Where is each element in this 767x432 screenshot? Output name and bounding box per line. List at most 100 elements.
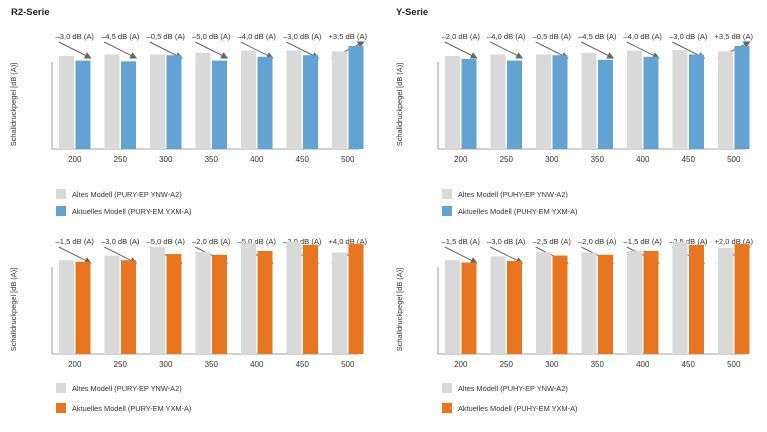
bar-current-model [461, 59, 477, 149]
legend-old: Altes Modell (PUHY-EP YNW-A2) [442, 382, 568, 394]
bar-current-model [257, 250, 273, 354]
x-tick-label: 350 [591, 155, 605, 164]
bar-current-model [689, 244, 704, 354]
change-label: –2,5 dB (A) [669, 237, 708, 246]
legend-new: Aktuelles Modell (PUHY-EM YXM-A) [442, 402, 578, 414]
change-label: –4,5 dB (A) [578, 32, 617, 41]
bar-old-model [672, 241, 688, 354]
y-axis-label: Schalldruckpegel [dB (A)] [395, 63, 404, 146]
arrow-down-icon [240, 41, 274, 59]
legend-old-swatch [56, 189, 66, 199]
arrow-down-icon [104, 41, 138, 59]
bar-old-model [490, 54, 506, 149]
bar-current-model [348, 244, 364, 354]
change-label: –4,0 dB (A) [238, 32, 277, 41]
bar-current-model [507, 60, 522, 149]
bar-old-model [150, 247, 165, 354]
bar-old-model [195, 52, 211, 149]
bar-current-model [166, 254, 182, 354]
bar-current-model [166, 55, 182, 149]
arrow-down-icon [490, 41, 524, 59]
bar-current-model [507, 260, 522, 354]
bar-old-model [59, 55, 74, 150]
x-tick-label: 500 [727, 360, 741, 369]
change-label: –3,0 dB (A) [669, 32, 708, 41]
change-label: –4,0 dB (A) [624, 32, 663, 41]
bar-current-model [212, 254, 227, 354]
y-axis-label: Schalldruckpegel [dB (A)] [9, 268, 18, 351]
legend-old: Altes Modell (PUHY-EP YNW-A2) [442, 188, 568, 200]
change-label: –1,5 dB (A) [442, 237, 481, 246]
change-label: –0,5 dB (A) [533, 32, 572, 41]
legend-new: Aktuelles Modell (PURY-EM YXM-A) [56, 402, 191, 414]
x-tick-label: 200 [68, 155, 82, 164]
change-label: –2,5 dB (A) [533, 237, 572, 246]
bar-current-model [257, 56, 273, 149]
change-label: –3,0 dB (A) [101, 237, 140, 246]
bar-current-model [552, 55, 568, 149]
change-label: –3,0 dB (A) [283, 32, 322, 41]
y-series-title: Y-Serie [396, 7, 429, 18]
x-tick-label: 300 [545, 155, 559, 164]
change-label: –4,5 dB (A) [101, 32, 140, 41]
bar-old-model [445, 55, 460, 150]
change-label: –5,0 dB (A) [238, 237, 277, 246]
change-label: +4,0 dB (A) [328, 237, 367, 246]
bar-old-model [286, 50, 302, 149]
x-tick-label: 450 [682, 360, 696, 369]
chart-y-blue-plot: Schalldruckpegel [dB (A)] –2,0 dB (A) 200 –… [395, 32, 754, 164]
x-tick-label: 300 [159, 155, 173, 164]
x-tick-label: 250 [500, 155, 514, 164]
legend-new: Aktuelles Modell (PURY-EM YXM-A) [56, 205, 191, 217]
bar-old-model [627, 250, 642, 354]
change-label: –5,0 dB (A) [147, 237, 186, 246]
x-tick-label: 250 [500, 360, 514, 369]
arrow-down-icon [58, 246, 92, 264]
bar-current-model [303, 244, 318, 354]
bar-current-model [303, 55, 318, 149]
bar-old-model [581, 52, 597, 149]
arrow-down-icon [444, 41, 478, 59]
arrow-down-icon [195, 41, 229, 59]
x-tick-label: 350 [205, 360, 219, 369]
x-tick-label: 450 [296, 155, 310, 164]
bar-current-model [121, 260, 136, 354]
change-label: +3,5 dB (A) [328, 32, 367, 41]
x-tick-label: 450 [296, 360, 310, 369]
chart-r2-blue-plot: Schalldruckpegel [dB (A)] –3,0 dB (A) 200 –… [9, 32, 368, 164]
change-label: –2,0 dB (A) [283, 237, 322, 246]
bar-old-model [718, 247, 733, 354]
y-axis-label: Schalldruckpegel [dB (A)] [395, 268, 404, 351]
bar-old-model [581, 252, 597, 354]
x-tick-label: 250 [114, 360, 128, 369]
arrow-down-icon [490, 246, 524, 264]
legend-new: Aktuelles Modell (PUHY-EM YXM-A) [442, 205, 578, 217]
change-label: –4,0 dB (A) [487, 32, 526, 41]
chart-r2-orange: Schalldruckpegel [dB (A)] –1,5 dB (A) 200 –… [4, 227, 368, 432]
change-label: –2,0 dB (A) [442, 32, 481, 41]
change-label: –2,0 dB (A) [578, 237, 617, 246]
x-tick-label: 450 [682, 155, 696, 164]
x-tick-label: 400 [636, 155, 650, 164]
x-tick-label: 400 [250, 155, 264, 164]
change-label: –1,5 dB (A) [624, 237, 663, 246]
bar-current-model [348, 45, 364, 149]
bar-old-model [627, 50, 642, 149]
arrow-down-icon [58, 41, 92, 59]
bar-current-model [734, 45, 750, 149]
bar-old-model [332, 51, 347, 149]
chart-r2-blue: Schalldruckpegel [dB (A)] –3,0 dB (A) 200 –… [4, 22, 368, 227]
legend-new-label: Aktuelles Modell (PUHY-EM YXM-A) [458, 403, 578, 413]
change-label: –1,5 dB (A) [56, 237, 95, 246]
legend-old-label: Altes Modell (PURY-EP YNW-A2) [72, 383, 182, 393]
bar-old-model [241, 50, 256, 149]
y-axis-label: Schalldruckpegel [dB (A)] [9, 63, 18, 146]
bar-current-model [75, 261, 91, 354]
bar-old-model [332, 252, 347, 354]
bar-current-model [461, 262, 477, 354]
x-tick-label: 350 [205, 155, 219, 164]
bar-current-model [689, 54, 704, 149]
arrow-down-icon [626, 41, 660, 59]
bar-old-model [150, 54, 165, 149]
legend-old-swatch [442, 189, 452, 199]
